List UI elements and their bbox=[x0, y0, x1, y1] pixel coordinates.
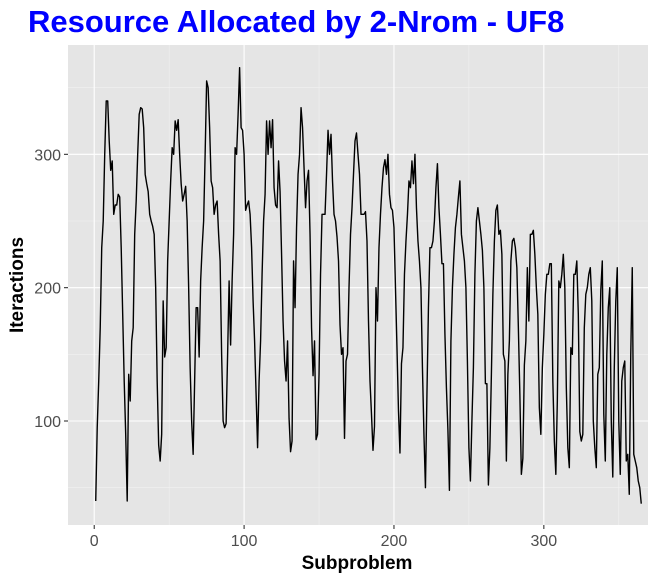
series-line bbox=[95, 66, 642, 504]
x-tick-label: 300 bbox=[530, 533, 557, 550]
chart-title: Resource Allocated by 2-Nrom - UF8 bbox=[28, 4, 564, 39]
y-tick-label: 100 bbox=[34, 414, 61, 431]
y-tick-label: 200 bbox=[34, 281, 61, 298]
y-tick-label: 300 bbox=[34, 147, 61, 164]
series-layer bbox=[95, 66, 642, 504]
x-axis-title: Subproblem bbox=[302, 553, 413, 574]
x-tick-label: 200 bbox=[381, 533, 408, 550]
y-axis-title: Iteractions bbox=[7, 237, 28, 333]
x-tick-label: 100 bbox=[231, 533, 258, 550]
x-tick-label: 0 bbox=[90, 533, 99, 550]
axis-ticks: 0 100 200 300 100 200 300 bbox=[34, 147, 557, 550]
